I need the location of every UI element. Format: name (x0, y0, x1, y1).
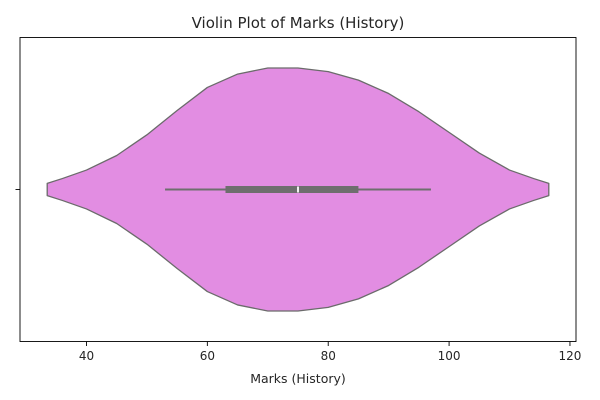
x-tick-label: 120 (559, 349, 582, 363)
iqr-box (225, 186, 359, 193)
x-tick-label: 40 (79, 349, 94, 363)
plot-area (46, 67, 550, 312)
x-tick-label: 100 (438, 349, 461, 363)
x-tick-label: 60 (200, 349, 215, 363)
x-axis: 40 60 80 100 120 (79, 341, 582, 363)
x-axis-label: Marks (History) (250, 371, 346, 386)
chart-title: Violin Plot of Marks (History) (192, 14, 405, 32)
x-tick-label: 80 (321, 349, 336, 363)
